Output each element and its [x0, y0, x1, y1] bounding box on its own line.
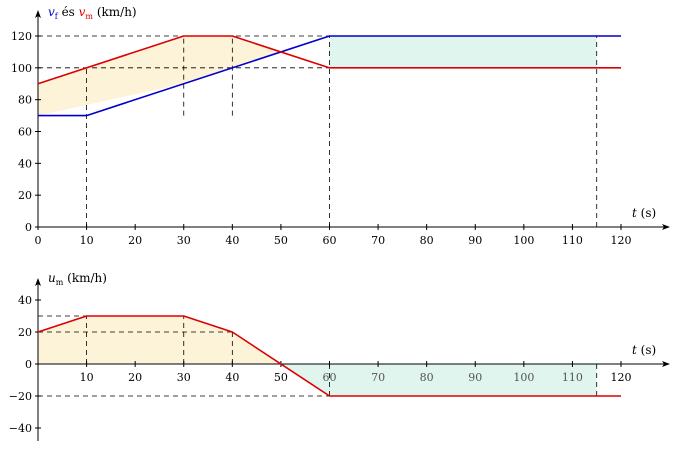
- x-tick-label: 30: [177, 371, 191, 384]
- x-tick-label: 80: [420, 234, 434, 247]
- label-part: t: [632, 206, 637, 220]
- x-axis-arrow: [662, 361, 670, 367]
- x-tick-label: 10: [80, 371, 94, 384]
- velocity-chart: 0 10 20 30 40 50 60 70 80 90 100 110 120 0 20 40 60 80 100…: [11, 5, 670, 247]
- y-axis-arrow: [35, 10, 41, 18]
- y-tick-label: 0: [25, 358, 32, 371]
- x-tick-label: 40: [225, 234, 239, 247]
- series-line-1: [37, 35, 621, 85]
- label-part: t: [632, 343, 637, 357]
- x-tick-label: 0: [35, 234, 42, 247]
- x-tick-label: 80: [420, 371, 434, 384]
- y-tick-label: −20: [9, 390, 32, 403]
- label-part: (km/h): [63, 271, 107, 285]
- label-part: m: [56, 278, 64, 287]
- label-part: (km/h): [93, 5, 137, 19]
- shaded-region: [280, 364, 597, 396]
- y-tick-label: 80: [18, 94, 32, 107]
- y-tick-label: 0: [25, 221, 32, 234]
- x-tick-label: 40: [225, 371, 239, 384]
- label-part: (s): [637, 343, 656, 357]
- x-tick-label: 100: [513, 234, 534, 247]
- label-part: v: [48, 5, 55, 19]
- x-tick-label: 100: [513, 371, 534, 384]
- x-tick-label: 60: [323, 371, 337, 384]
- x-axis-label: t (s): [632, 206, 656, 220]
- x-tick-label: 90: [468, 371, 482, 384]
- shaded-region: [38, 316, 281, 364]
- label-part: f: [55, 12, 59, 21]
- shaded-region: [38, 36, 281, 116]
- relative-velocity-chart: 10 20 30 40 50 60 70 80 90 100 110 120 −40 −20 0 20 40 um…: [9, 271, 670, 441]
- y-tick-label: 40: [18, 157, 32, 170]
- series-line-0: [37, 315, 621, 397]
- x-tick-label: 60: [323, 234, 337, 247]
- x-tick-label: 70: [371, 234, 385, 247]
- x-tick-label: 70: [371, 371, 385, 384]
- y-tick-label: −40: [9, 422, 32, 435]
- y-axis-arrow: [35, 278, 41, 286]
- x-tick-label: 20: [128, 371, 142, 384]
- x-tick-label: 110: [562, 371, 583, 384]
- label-part: és: [58, 5, 79, 19]
- label-part: m: [85, 12, 93, 21]
- y-tick-label: 20: [18, 189, 32, 202]
- y-axis-label: vf és vm (km/h): [48, 5, 137, 21]
- x-tick-label: 120: [611, 371, 632, 384]
- x-tick-label: 90: [468, 234, 482, 247]
- y-tick-label: 100: [11, 62, 32, 75]
- x-tick-label: 50: [274, 371, 288, 384]
- y-tick-label: 60: [18, 126, 32, 139]
- x-tick-label: 10: [80, 234, 94, 247]
- x-tick-label: 20: [128, 234, 142, 247]
- label-part: u: [48, 271, 56, 285]
- label-part: (s): [637, 206, 656, 220]
- label-part: v: [79, 5, 86, 19]
- y-tick-label: 20: [18, 326, 32, 339]
- y-tick-label: 40: [18, 294, 32, 307]
- series-line-0: [38, 35, 621, 117]
- x-tick-label: 50: [274, 234, 288, 247]
- shaded-region: [329, 36, 597, 68]
- x-tick-label: 30: [177, 234, 191, 247]
- x-tick-label: 110: [562, 234, 583, 247]
- x-tick-label: 120: [611, 234, 632, 247]
- x-axis-label: t (s): [632, 343, 656, 357]
- y-axis-label: um (km/h): [48, 271, 107, 287]
- x-axis-arrow: [662, 224, 670, 230]
- y-tick-label: 120: [11, 30, 32, 43]
